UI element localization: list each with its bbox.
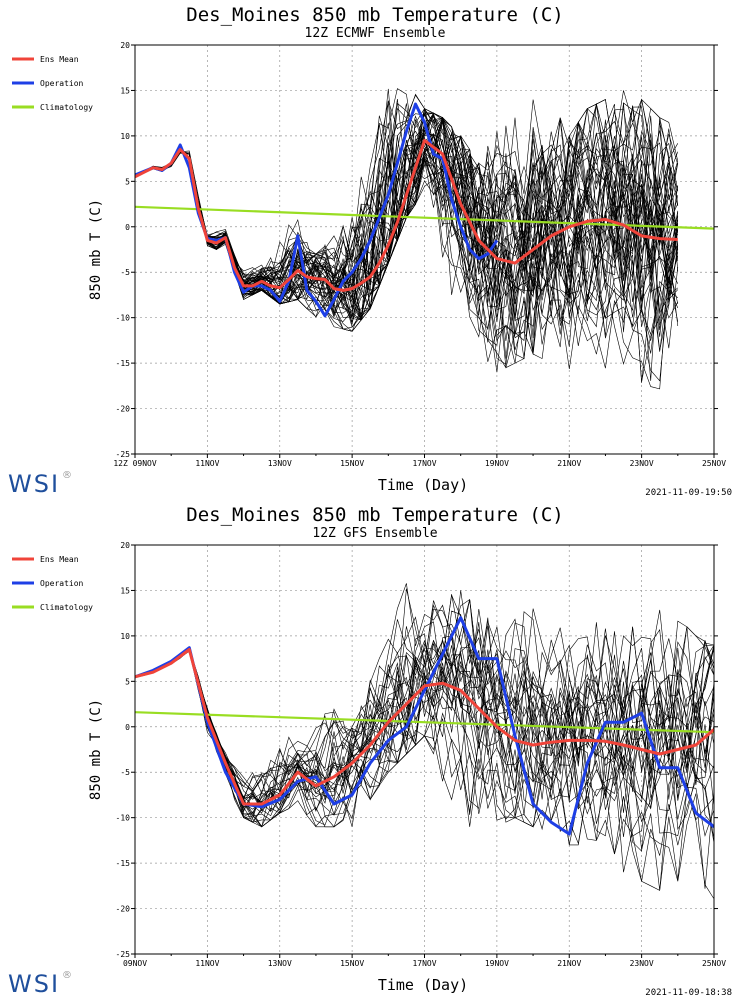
y-tick-label: 0 (125, 723, 130, 732)
y-tick-label: 0 (125, 223, 130, 232)
chart-subtitle: 12Z GFS Ensemble (312, 526, 437, 541)
ens-mean-line (135, 138, 678, 292)
x-tick-label: 19NOV (485, 459, 509, 468)
x-tick-label: 17NOV (412, 459, 436, 468)
x-axis-label: Time (Day) (378, 976, 468, 994)
climatology-line (135, 205, 714, 230)
x-tick-label: 15NOV (340, 959, 364, 968)
y-tick-label: 10 (120, 132, 130, 141)
ensemble-member-line (135, 108, 679, 299)
legend-label: Climatology (40, 103, 93, 112)
y-tick-label: -20 (116, 905, 131, 914)
ensemble-member-line (135, 583, 714, 799)
y-axis-label: 850 mb T (C) (88, 199, 104, 300)
x-tick-label: 11NOV (195, 959, 219, 968)
x-tick-label: 13NOV (268, 459, 292, 468)
x-tick-label: 12Z 09NOV (113, 459, 157, 468)
chart-svg-gfs: Des_Moines 850 mb Temperature (C)12Z GFS… (12, 504, 726, 994)
plot-frame (134, 544, 715, 955)
ensemble-member-line (135, 130, 679, 309)
y-tick-label: -15 (116, 359, 131, 368)
y-tick-label: 5 (125, 177, 130, 186)
ensemble-member-line (135, 100, 679, 286)
wsi-logo: WSI ® (8, 470, 75, 498)
y-tick-label: 20 (120, 541, 130, 550)
ensemble-member-line (135, 588, 714, 795)
timestamp: 2021-11-09-18:38 (645, 988, 732, 998)
chart-subtitle: 12Z ECMWF Ensemble (305, 26, 446, 41)
x-tick-label: 21NOV (557, 459, 581, 468)
ensemble-member-line (135, 594, 714, 794)
climatology-line (135, 711, 714, 734)
x-tick-label: 13NOV (268, 959, 292, 968)
chart-title: Des_Moines 850 mb Temperature (C) (186, 504, 564, 526)
y-tick-label: -25 (116, 450, 131, 459)
timestamp: 2021-11-09-19:50 (645, 488, 732, 498)
chart-panel-ecmwf: Des_Moines 850 mb Temperature (C) 12Z ECM… (0, 0, 750, 500)
legend: Ens Mean Operation Climatology (12, 55, 93, 112)
y-tick-label: -25 (116, 950, 131, 959)
x-tick-label: 25NOV (702, 459, 726, 468)
ensemble-member-line (135, 102, 679, 291)
y-tick-label: -5 (120, 768, 130, 777)
legend-label: Operation (40, 79, 84, 88)
y-tick-label: 15 (120, 86, 130, 95)
ensemble-member-line (135, 608, 714, 806)
x-tick-label: 23NOV (630, 459, 654, 468)
wsi-logo: WSI ® (8, 970, 75, 998)
y-tick-label: -15 (116, 859, 131, 868)
plot-area (135, 583, 714, 900)
x-tick-label: 09NOV (123, 959, 147, 968)
y-tick-label: -10 (116, 814, 131, 823)
chart-title: Des_Moines 850 mb Temperature (C) (186, 4, 564, 26)
legend-label: Ens Mean (40, 55, 79, 64)
plot-frame (134, 44, 715, 455)
y-tick-label: 15 (120, 586, 130, 595)
chart-panel-gfs: Des_Moines 850 mb Temperature (C) 12Z GFS… (0, 500, 750, 1000)
ensemble-member-line (135, 151, 679, 382)
x-tick-label: 19NOV (485, 959, 509, 968)
x-tick-label: 21NOV (557, 959, 581, 968)
ensemble-member-line (135, 593, 714, 790)
legend-label: Ens Mean (40, 555, 79, 564)
legend: Ens Mean Operation Climatology (12, 555, 93, 612)
y-tick-label: 5 (125, 677, 130, 686)
ensemble-member-line (135, 134, 678, 320)
ensemble-member-line (135, 103, 679, 290)
y-tick-label: -10 (116, 314, 131, 323)
chart-svg-ecmwf: Des_Moines 850 mb Temperature (C)12Z ECM… (12, 4, 726, 494)
ensemble-member-line (135, 650, 714, 891)
legend-label: Operation (40, 579, 84, 588)
grid (135, 45, 714, 454)
ens-mean-line (135, 648, 714, 806)
plot-area (135, 88, 714, 390)
x-tick-label: 17NOV (412, 959, 436, 968)
ensemble-member-line (135, 643, 714, 812)
y-tick-label: -20 (116, 405, 131, 414)
y-tick-label: 20 (120, 41, 130, 50)
ensemble-member-line (135, 100, 679, 278)
x-tick-label: 11NOV (195, 459, 219, 468)
legend-label: Climatology (40, 603, 93, 612)
ensemble-member-line (135, 98, 679, 286)
y-tick-label: -5 (120, 268, 130, 277)
x-tick-label: 25NOV (702, 959, 726, 968)
x-tick-label: 15NOV (340, 459, 364, 468)
operation-line (135, 616, 714, 836)
x-axis-label: Time (Day) (378, 476, 468, 494)
x-tick-label: 23NOV (630, 959, 654, 968)
y-tick-label: 10 (120, 632, 130, 641)
ensemble-member-line (135, 604, 714, 800)
y-axis-label: 850 mb T (C) (88, 699, 104, 800)
